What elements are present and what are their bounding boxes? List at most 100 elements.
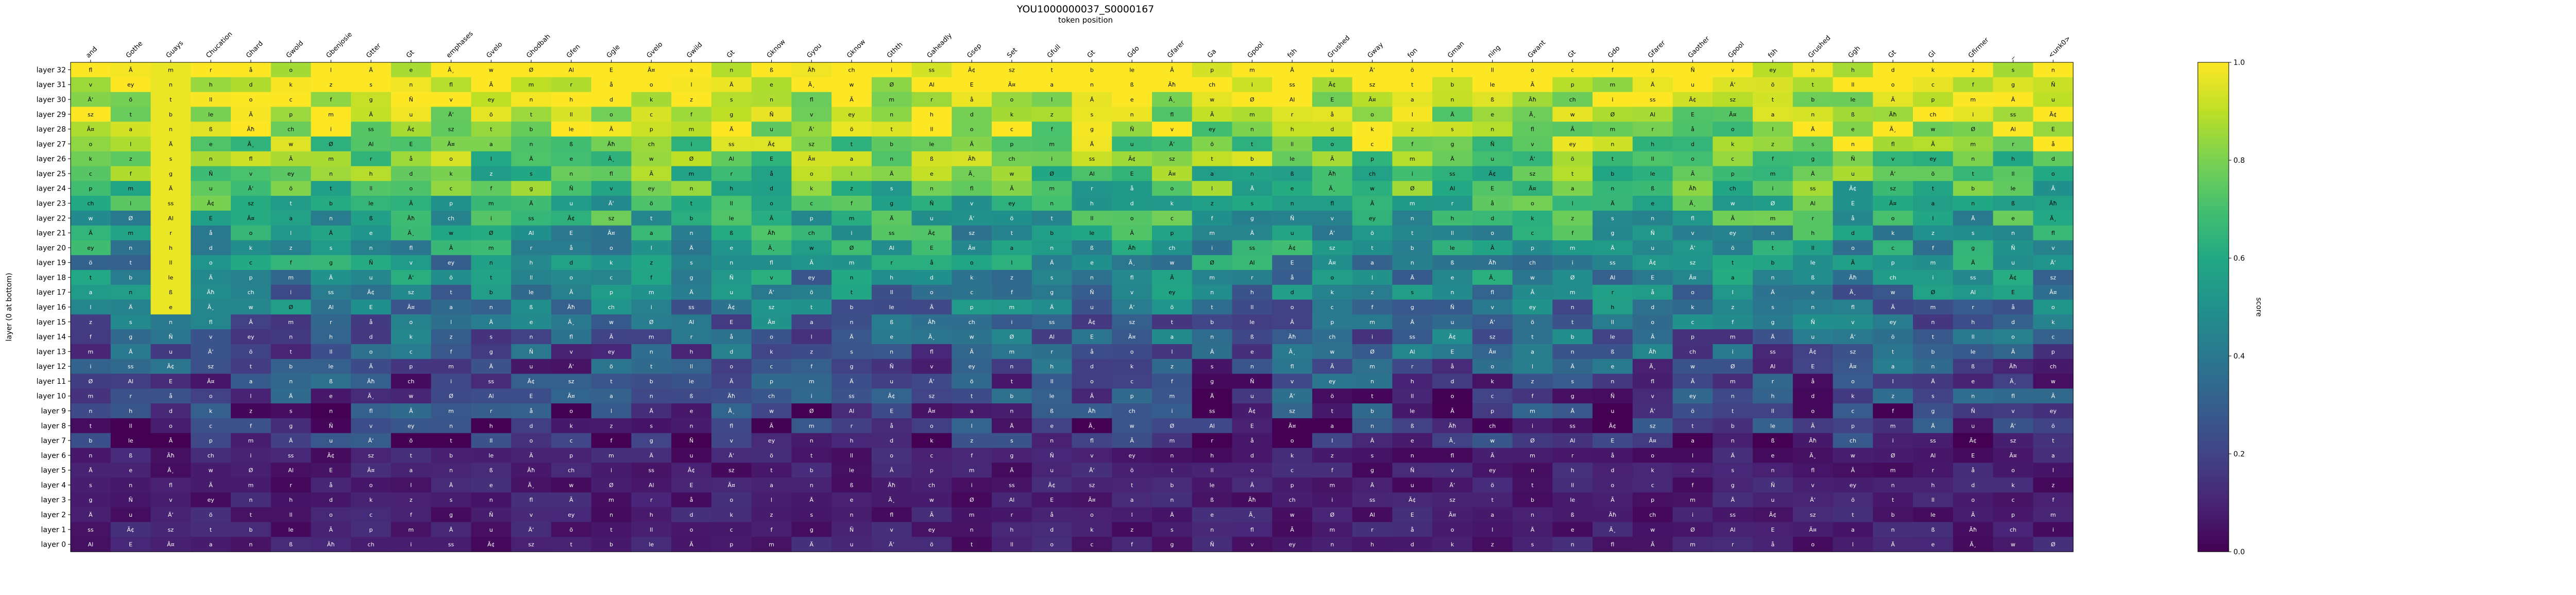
cell-token-label: k	[249, 245, 253, 251]
cell-token-label: ö	[1891, 334, 1895, 341]
cell-token-label: å	[2011, 304, 2015, 311]
cell-token-label: k	[1651, 467, 1655, 474]
heatmap-cell	[311, 166, 351, 181]
cell-token-label: n	[1411, 452, 1414, 459]
cell-token-label: o	[169, 422, 173, 429]
cell-token-label: a	[1691, 437, 1694, 444]
cell-token-label: Ä	[1250, 230, 1255, 236]
cell-token-label: f	[771, 526, 773, 533]
cell-token-label: c	[449, 185, 452, 192]
heatmap-cell	[431, 210, 471, 226]
heatmap-cell	[230, 270, 272, 285]
cell-token-label: ss	[1089, 156, 1095, 162]
cell-token-label: o	[569, 408, 573, 415]
cell-token-label: i	[290, 289, 292, 296]
cell-token-label: k	[1891, 230, 1895, 236]
cell-token-label: s	[369, 81, 372, 88]
cell-token-label: g	[1571, 393, 1574, 400]
heatmap-cell	[1552, 344, 1593, 360]
cell-token-label: Ã¤	[1449, 512, 1456, 518]
cell-token-label: k	[609, 260, 613, 266]
cell-token-label: Ä‘	[1089, 467, 1095, 474]
cell-token-label: ey	[207, 497, 214, 503]
heatmap-cell	[311, 77, 351, 93]
heatmap-cell	[230, 388, 272, 404]
heatmap-cell	[1552, 225, 1593, 241]
heatmap-cell	[1792, 492, 1834, 508]
heatmap-cell	[1792, 463, 1834, 478]
cell-token-label: i	[1171, 408, 1173, 415]
heatmap-cell	[511, 537, 552, 552]
cell-token-label: ey	[848, 111, 855, 118]
cell-token-label: ss	[88, 526, 94, 533]
heatmap-cell	[1151, 77, 1193, 93]
heatmap-cell	[270, 463, 312, 478]
heatmap-cell	[1151, 418, 1193, 434]
heatmap-cell	[1232, 77, 1273, 93]
cell-token-label: ss	[448, 541, 454, 548]
cell-token-label: Ãħ	[2049, 200, 2057, 207]
heatmap-cell	[671, 359, 712, 375]
heatmap-cell	[150, 151, 191, 167]
cell-token-label: g	[1210, 378, 1214, 385]
cell-token-label: a	[1931, 200, 1935, 207]
heatmap-cell	[671, 344, 712, 360]
cell-token-label: t	[530, 111, 533, 118]
heatmap-cell	[1272, 448, 1313, 463]
cell-token-label: t	[1371, 245, 1374, 251]
heatmap-cell	[431, 166, 471, 181]
cell-token-label: Ã	[1370, 200, 1375, 207]
heatmap-cell	[992, 196, 1032, 211]
cell-token-label: t	[610, 378, 613, 385]
cell-token-label: Ã	[1170, 274, 1174, 281]
cell-token-label: Ä	[329, 274, 333, 281]
cell-token-label: ey	[808, 274, 816, 281]
heatmap-cell	[871, 403, 912, 419]
heatmap-cell	[270, 122, 312, 137]
cell-token-label: o	[1691, 289, 1694, 296]
cell-token-label: Ä	[730, 126, 734, 133]
cell-token-label: w	[1330, 348, 1334, 355]
heatmap-cell	[1352, 448, 1393, 463]
heatmap-cell	[1312, 77, 1353, 93]
heatmap-cell	[1552, 77, 1593, 93]
heatmap-cell	[1472, 537, 1513, 552]
cell-token-label: Ã¢	[1649, 260, 1656, 266]
heatmap-cell	[1392, 151, 1433, 167]
heatmap-cell	[1993, 388, 2033, 404]
cell-token-label: k	[2052, 319, 2055, 326]
heatmap-cell	[911, 270, 952, 285]
cell-token-label: Ã¸	[1289, 348, 1296, 355]
cell-token-label: u	[730, 289, 733, 296]
cell-token-label: k	[449, 171, 453, 177]
cell-token-label: ey	[928, 526, 936, 533]
cell-token-label: Ã¢	[1088, 319, 1096, 326]
heatmap-cell	[671, 433, 712, 449]
heatmap-cell	[1232, 448, 1273, 463]
heatmap-cell	[1993, 92, 2033, 107]
heatmap-cell	[1953, 77, 1994, 93]
heatmap-cell	[230, 314, 272, 330]
heatmap-cell	[1953, 448, 1994, 463]
cell-token-label: Ã¸	[208, 304, 214, 311]
cell-token-label: k	[730, 512, 734, 518]
cell-token-label: a	[209, 541, 213, 548]
heatmap-cell	[270, 151, 312, 167]
heatmap-cell	[791, 299, 832, 315]
heatmap-cell	[1672, 270, 1713, 285]
heatmap-cell	[1392, 62, 1433, 78]
cell-token-label: Ø	[529, 66, 534, 73]
cell-token-label: l	[90, 304, 91, 311]
heatmap-cell	[871, 136, 912, 152]
cell-token-label: v	[169, 497, 173, 503]
heatmap-cell	[1592, 522, 1633, 537]
cell-token-label: sz	[1650, 422, 1656, 429]
cell-token-label: n	[1090, 274, 1094, 281]
cell-token-label: o	[289, 66, 293, 73]
heatmap-cell	[871, 492, 912, 508]
heatmap-cell	[110, 270, 151, 285]
heatmap-cell	[1713, 433, 1753, 449]
heatmap-cell	[671, 284, 712, 300]
heatmap-cell	[471, 522, 512, 537]
heatmap-cell	[1312, 166, 1353, 181]
